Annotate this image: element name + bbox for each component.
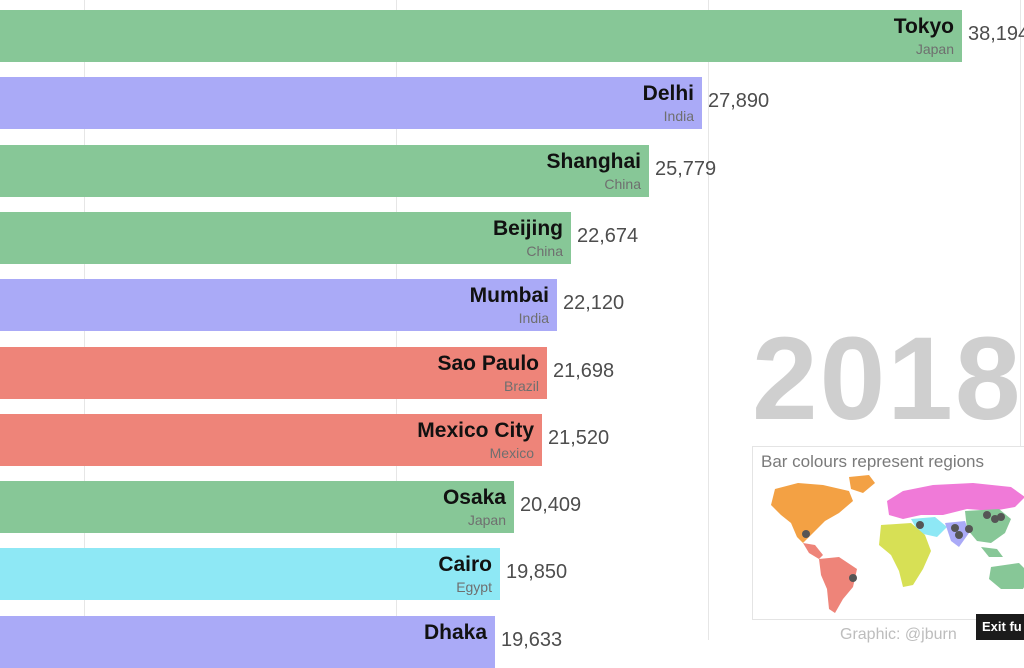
bar-row: Shanghai China 25,779 bbox=[0, 145, 716, 197]
bar-row: Delhi India 27,890 bbox=[0, 77, 769, 129]
country-label: Egypt bbox=[456, 579, 492, 595]
value-label: 19,850 bbox=[506, 561, 568, 583]
australia-region bbox=[989, 563, 1024, 589]
value-label: 20,409 bbox=[520, 494, 582, 516]
city-label: Mexico City bbox=[417, 419, 534, 442]
bar bbox=[0, 481, 514, 533]
south-america-region bbox=[819, 557, 857, 613]
city-label: Tokyo bbox=[893, 15, 954, 38]
africa-region bbox=[879, 523, 931, 587]
bar bbox=[0, 279, 557, 331]
bar-row: Beijing China 22,674 bbox=[0, 212, 638, 264]
world-map-icon bbox=[771, 475, 1024, 613]
north-america-region bbox=[771, 483, 853, 543]
bar bbox=[0, 616, 495, 668]
city-label: Dhaka bbox=[423, 621, 487, 644]
value-label: 19,633 bbox=[501, 629, 563, 651]
country-label: Brazil bbox=[503, 378, 539, 394]
bar bbox=[0, 145, 649, 197]
gridline bbox=[708, 0, 709, 640]
legend-panel: Bar colours represent regions bbox=[752, 446, 1024, 620]
country-label: India bbox=[663, 108, 694, 124]
bar-row: Sao Paulo Brazil 21,698 bbox=[0, 347, 614, 399]
city-dot bbox=[849, 574, 857, 582]
value-label: 25,779 bbox=[655, 158, 717, 180]
value-label: 38,194 bbox=[968, 23, 1024, 45]
bar bbox=[0, 77, 702, 129]
bar bbox=[0, 10, 962, 62]
city-dot bbox=[951, 524, 959, 532]
city-label: Beijing bbox=[492, 217, 563, 240]
value-label: 22,120 bbox=[563, 292, 625, 314]
credit-text: Graphic: @jburn bbox=[840, 626, 957, 643]
gridline bbox=[1020, 0, 1021, 640]
value-label: 21,520 bbox=[548, 427, 610, 449]
year-label: 2018 bbox=[752, 313, 1023, 445]
bar-row: Cairo Egypt 19,850 bbox=[0, 548, 567, 600]
value-label: 22,674 bbox=[577, 225, 639, 247]
bar bbox=[0, 212, 571, 264]
country-label: Mexico bbox=[489, 445, 534, 461]
country-label: India bbox=[518, 310, 549, 326]
city-dot bbox=[955, 531, 963, 539]
city-label: Sao Paulo bbox=[437, 352, 539, 375]
country-label: China bbox=[526, 243, 563, 259]
southeast-asia-region bbox=[981, 547, 1003, 557]
legend-title: Bar colours represent regions bbox=[761, 452, 985, 471]
bar-row: Mexico City Mexico 21,520 bbox=[0, 414, 609, 466]
central-america-region bbox=[803, 543, 823, 559]
value-label: 21,698 bbox=[553, 360, 615, 382]
city-dot bbox=[802, 530, 810, 538]
bar-row: Osaka Japan 20,409 bbox=[0, 481, 581, 533]
bar bbox=[0, 347, 547, 399]
exit-fullscreen-button[interactable]: Exit fu bbox=[976, 614, 1024, 640]
city-label: Delhi bbox=[642, 82, 694, 105]
city-dot bbox=[916, 521, 924, 529]
city-label: Cairo bbox=[438, 553, 492, 576]
greenland-region bbox=[849, 475, 875, 493]
bar bbox=[0, 548, 500, 600]
value-label: 27,890 bbox=[708, 90, 770, 112]
country-label: Japan bbox=[915, 41, 954, 57]
city-dot bbox=[997, 513, 1005, 521]
bar-row: Mumbai India 22,120 bbox=[0, 279, 624, 331]
country-label: Japan bbox=[467, 512, 506, 528]
city-label: Shanghai bbox=[546, 150, 641, 173]
city-label: Osaka bbox=[442, 486, 506, 509]
city-label: Mumbai bbox=[469, 284, 549, 307]
city-dot bbox=[983, 511, 991, 519]
bar-row: Tokyo Japan 38,194 bbox=[0, 10, 1024, 62]
city-dot bbox=[965, 525, 973, 533]
country-label: China bbox=[604, 176, 641, 192]
bar bbox=[0, 414, 542, 466]
bar-row: Dhaka 19,633 bbox=[0, 616, 562, 668]
